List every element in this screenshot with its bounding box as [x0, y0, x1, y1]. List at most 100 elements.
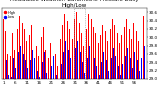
- Bar: [50, 44, 51, 87]
- Bar: [122, 64, 123, 87]
- Bar: [141, 58, 142, 87]
- Bar: [91, 19, 92, 87]
- Bar: [39, 77, 40, 87]
- Bar: [139, 71, 140, 87]
- Bar: [57, 66, 58, 87]
- Bar: [31, 25, 32, 87]
- Bar: [70, 58, 71, 87]
- Bar: [114, 25, 115, 87]
- Bar: [134, 52, 135, 87]
- Bar: [34, 58, 35, 87]
- Bar: [77, 41, 78, 87]
- Bar: [62, 25, 63, 87]
- Bar: [43, 27, 44, 87]
- Bar: [52, 33, 53, 87]
- Bar: [133, 23, 134, 87]
- Bar: [121, 35, 122, 87]
- Bar: [101, 62, 102, 87]
- Bar: [6, 60, 7, 87]
- Bar: [100, 35, 101, 87]
- Bar: [118, 66, 119, 87]
- Bar: [17, 29, 18, 87]
- Bar: [72, 68, 73, 87]
- Bar: [8, 75, 9, 87]
- Bar: [3, 19, 4, 87]
- Bar: [131, 39, 132, 87]
- Bar: [81, 33, 82, 87]
- Bar: [96, 66, 97, 87]
- Bar: [33, 31, 34, 87]
- Bar: [111, 58, 112, 87]
- Bar: [30, 60, 31, 87]
- Bar: [126, 19, 127, 87]
- Bar: [63, 52, 64, 87]
- Bar: [26, 41, 27, 87]
- Bar: [60, 39, 61, 87]
- Bar: [22, 23, 23, 87]
- Bar: [129, 29, 130, 87]
- Bar: [10, 56, 11, 87]
- Bar: [108, 71, 109, 87]
- Bar: [106, 60, 107, 87]
- Title: Milwaukee Weather: Barometric Pressure Daily High/Low: Milwaukee Weather: Barometric Pressure D…: [10, 0, 139, 8]
- Bar: [69, 29, 70, 87]
- Bar: [23, 54, 24, 87]
- Bar: [82, 62, 83, 87]
- Bar: [7, 54, 8, 87]
- Bar: [74, 8, 85, 79]
- Legend: High, Low: High, Low: [4, 10, 16, 20]
- Bar: [25, 60, 26, 87]
- Bar: [75, 48, 76, 87]
- Bar: [44, 52, 45, 87]
- Bar: [32, 50, 33, 87]
- Bar: [117, 33, 118, 87]
- Bar: [95, 33, 96, 87]
- Bar: [98, 44, 99, 87]
- Bar: [125, 56, 126, 87]
- Bar: [49, 79, 50, 87]
- Bar: [102, 25, 103, 87]
- Bar: [107, 41, 108, 87]
- Bar: [88, 14, 89, 87]
- Bar: [36, 46, 37, 87]
- Bar: [138, 41, 139, 87]
- Bar: [87, 58, 88, 87]
- Bar: [55, 54, 56, 87]
- Bar: [120, 75, 121, 87]
- Bar: [45, 50, 46, 87]
- Bar: [84, 73, 85, 87]
- Bar: [20, 46, 21, 87]
- Bar: [13, 58, 14, 87]
- Bar: [42, 62, 43, 87]
- Bar: [14, 50, 15, 87]
- Bar: [29, 35, 30, 87]
- Bar: [140, 29, 141, 87]
- Bar: [86, 29, 87, 87]
- Bar: [80, 52, 81, 87]
- Bar: [132, 68, 133, 87]
- Bar: [124, 27, 125, 87]
- Bar: [127, 48, 128, 87]
- Bar: [119, 44, 120, 87]
- Bar: [112, 19, 113, 87]
- Bar: [74, 19, 75, 87]
- Bar: [130, 58, 131, 87]
- Bar: [38, 56, 39, 87]
- Bar: [76, 12, 77, 87]
- Bar: [94, 58, 95, 87]
- Bar: [56, 75, 57, 87]
- Bar: [64, 14, 65, 87]
- Bar: [58, 79, 59, 87]
- Bar: [137, 60, 138, 87]
- Bar: [51, 66, 52, 87]
- Bar: [79, 23, 80, 87]
- Bar: [136, 31, 137, 87]
- Bar: [11, 77, 12, 87]
- Bar: [5, 31, 6, 87]
- Bar: [144, 46, 145, 87]
- Bar: [99, 75, 100, 87]
- Bar: [12, 33, 13, 87]
- Bar: [103, 52, 104, 87]
- Bar: [46, 73, 47, 87]
- Bar: [48, 58, 49, 87]
